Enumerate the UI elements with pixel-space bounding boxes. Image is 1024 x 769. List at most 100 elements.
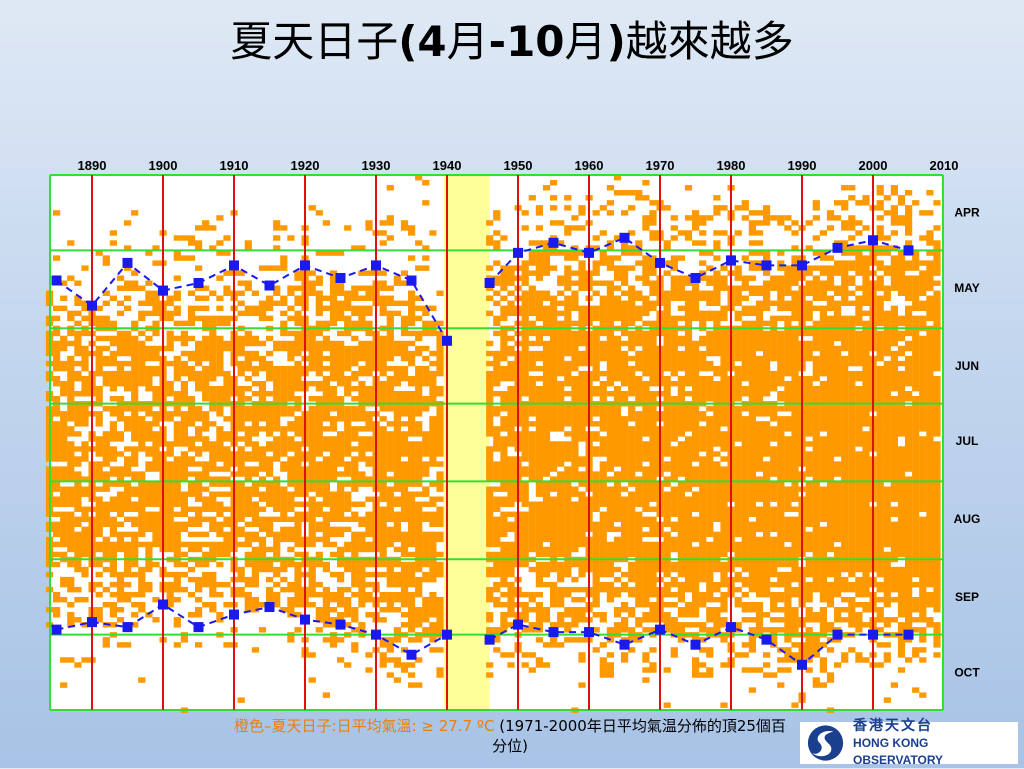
summer-day-cell xyxy=(216,436,224,442)
summer-day-cell xyxy=(337,657,345,663)
summer-day-cell xyxy=(124,375,132,382)
summer-day-cell xyxy=(124,491,132,497)
summer-day-cell xyxy=(258,476,267,482)
summer-day-cell xyxy=(535,531,543,538)
summer-day-cell xyxy=(400,451,409,457)
summer-day-cell xyxy=(713,275,721,281)
summer-day-cell xyxy=(535,516,543,523)
summer-day-cell xyxy=(415,521,423,528)
summer-day-cell xyxy=(187,566,196,573)
summer-day-cell xyxy=(621,380,629,387)
summer-day-cell xyxy=(315,380,323,387)
summer-day-cell xyxy=(535,260,543,266)
summer-day-cell xyxy=(393,375,401,382)
summer-day-cell xyxy=(408,320,416,327)
summer-day-cell xyxy=(557,591,565,598)
summer-day-cell xyxy=(124,350,132,357)
summer-day-cell xyxy=(677,591,685,598)
summer-day-cell xyxy=(109,370,117,377)
summer-day-cell xyxy=(195,446,203,452)
summer-day-cell xyxy=(166,521,174,528)
summer-day-cell xyxy=(422,576,430,583)
summer-day-cell xyxy=(138,345,146,352)
summer-day-cell xyxy=(692,571,700,578)
summer-day-cell xyxy=(95,521,103,528)
summer-day-cell xyxy=(699,647,707,653)
summer-day-cell xyxy=(408,662,416,668)
summer-day-cell xyxy=(365,421,373,427)
summer-day-cell xyxy=(379,456,387,462)
summer-day-cell xyxy=(337,310,345,317)
summer-day-cell xyxy=(315,491,323,497)
summer-day-cell xyxy=(102,642,110,648)
summer-day-cell xyxy=(180,466,188,472)
summer-day-cell xyxy=(195,581,203,588)
summer-day-cell xyxy=(67,531,75,538)
summer-day-cell xyxy=(670,446,678,452)
summer-day-cell xyxy=(216,541,224,548)
summer-day-cell xyxy=(379,591,387,598)
summer-day-cell xyxy=(138,511,146,517)
summer-day-cell xyxy=(692,481,700,487)
summer-day-cell xyxy=(393,406,401,412)
summer-day-cell xyxy=(400,330,409,337)
summer-day-cell xyxy=(322,335,330,342)
summer-day-cell xyxy=(273,380,281,387)
summer-day-cell xyxy=(379,391,387,397)
summer-day-cell xyxy=(621,290,629,296)
summer-day-cell xyxy=(613,255,622,261)
summer-day-cell xyxy=(550,511,558,517)
summer-day-cell xyxy=(535,546,543,553)
summer-day-cell xyxy=(606,406,614,412)
summer-day-cell xyxy=(273,426,281,432)
summer-day-cell xyxy=(500,576,508,583)
summer-day-cell xyxy=(649,255,657,261)
summer-day-cell xyxy=(400,591,409,598)
summer-day-cell xyxy=(535,330,543,337)
summer-day-cell xyxy=(528,516,536,523)
summer-day-cell xyxy=(166,526,174,533)
summer-day-cell xyxy=(535,290,543,296)
summer-day-cell xyxy=(379,516,387,523)
summer-day-cell xyxy=(436,421,444,427)
summer-day-cell xyxy=(713,340,721,347)
summer-day-cell xyxy=(322,491,330,497)
summer-day-cell xyxy=(308,411,316,417)
summer-day-cell xyxy=(649,647,657,653)
summer-day-cell xyxy=(337,461,345,467)
summer-day-cell xyxy=(635,546,643,553)
summer-day-cell xyxy=(535,265,543,271)
summer-day-cell xyxy=(692,672,700,678)
summer-day-cell xyxy=(351,456,359,462)
summer-day-cell xyxy=(216,240,224,246)
summer-day-cell xyxy=(670,496,678,502)
summer-day-cell xyxy=(720,561,728,568)
summer-day-cell xyxy=(677,496,685,502)
summer-day-cell xyxy=(308,355,316,362)
summer-day-cell xyxy=(53,476,61,482)
summer-day-cell xyxy=(67,511,75,517)
summer-day-cell xyxy=(692,406,700,412)
summer-day-cell xyxy=(642,295,650,301)
summer-day-cell xyxy=(386,300,394,307)
summer-day-cell xyxy=(564,591,572,598)
summer-day-cell xyxy=(379,385,387,392)
summer-day-cell xyxy=(131,380,139,387)
summer-day-cell xyxy=(649,667,657,673)
summer-day-cell xyxy=(599,662,607,668)
summer-day-cell xyxy=(621,436,629,442)
summer-day-cell xyxy=(329,300,338,307)
summer-day-cell xyxy=(670,461,678,467)
summer-day-cell xyxy=(528,391,536,397)
summer-day-cell xyxy=(337,506,345,512)
summer-day-cell xyxy=(542,421,551,427)
summer-day-cell xyxy=(507,441,515,447)
summer-day-cell xyxy=(180,416,188,422)
summer-day-cell xyxy=(706,501,714,507)
summer-day-cell xyxy=(528,622,536,628)
summer-day-cell xyxy=(528,456,536,462)
summer-day-cell xyxy=(528,421,536,427)
summer-day-cell xyxy=(642,571,650,578)
summer-day-cell xyxy=(322,607,330,613)
summer-day-cell xyxy=(649,461,657,467)
